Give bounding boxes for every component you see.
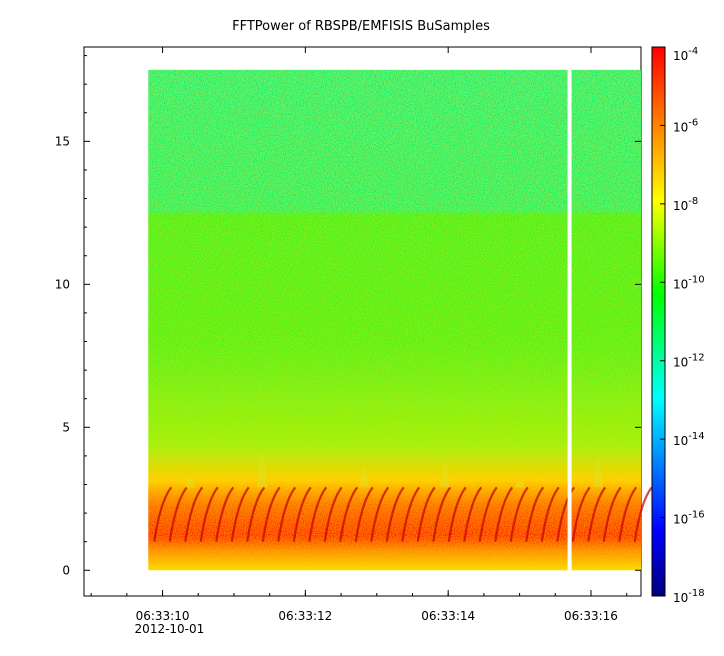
colorbar-axis: 10-4 10-6 10-8 10-10 10-12 10-14 10-16 10-18 xyxy=(660,46,705,605)
x-tick-label: 06:33:10 xyxy=(136,609,190,623)
y-tick-label: 0 xyxy=(62,563,70,577)
y-tick-label: 15 xyxy=(55,134,70,148)
colorbar xyxy=(651,46,666,597)
chart-title: FFTPower of RBSPB/EMFISIS BuSamples xyxy=(232,19,490,34)
spectrogram-image xyxy=(148,69,641,571)
y-tick-label: 5 xyxy=(62,420,70,434)
colorbar-tick-label: 10-8 xyxy=(673,196,698,213)
x-tick-label: 06:33:14 xyxy=(421,609,475,623)
x-tick-label: 06:33:16 xyxy=(564,609,618,623)
chorus-features xyxy=(153,453,653,542)
colorbar-tick-label: 10-4 xyxy=(673,46,698,63)
colorbar-tick-label: 10-10 xyxy=(673,274,705,291)
y-axis: 0 5 10 15 xyxy=(55,55,641,577)
y-tick-label: 10 xyxy=(55,277,70,291)
spectrogram-area xyxy=(148,69,653,571)
colorbar-tick-label: 10-14 xyxy=(673,431,705,448)
x-tick-label: 06:33:12 xyxy=(278,609,332,623)
colorbar-tick-label: 10-16 xyxy=(673,510,705,527)
colorbar-tick-label: 10-12 xyxy=(673,353,705,370)
x-date-label: 2012-10-01 xyxy=(135,622,205,636)
data-gap xyxy=(567,69,572,571)
colorbar-tick-label: 10-18 xyxy=(673,588,705,605)
colorbar-tick-label: 10-6 xyxy=(673,117,698,134)
